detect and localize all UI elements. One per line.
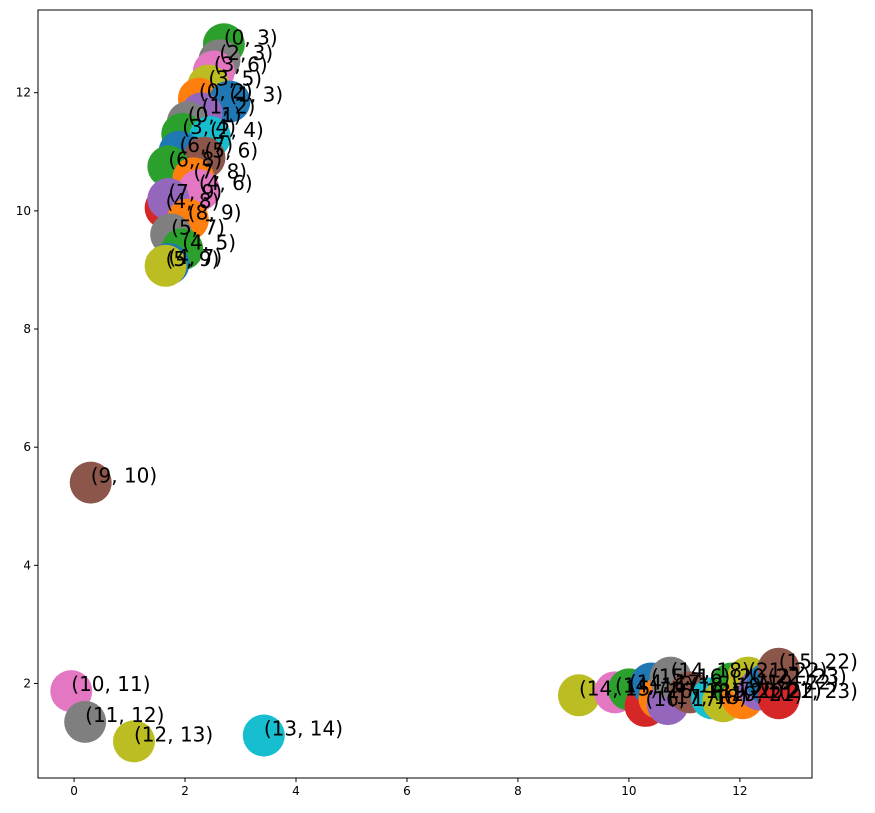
point-25	[112, 720, 155, 763]
point-label-8: (3, 4)	[182, 115, 236, 139]
point-label-42: (22, 23)	[768, 664, 847, 688]
point-label-17: (8, 9)	[188, 201, 242, 225]
point-label-40: (21, 22)	[748, 659, 827, 683]
point-label-14: (4, 6)	[199, 171, 253, 195]
y-tick-label-2: 6	[23, 440, 31, 454]
y-axis: 2 4 6 8 10 12	[16, 86, 38, 690]
x-tick-label-0: 0	[70, 784, 78, 798]
y-tick-label-0: 2	[23, 676, 31, 690]
point-label-16: (7, 9)	[168, 180, 222, 204]
point-label-4: (0, 2)	[199, 80, 253, 104]
point-label-41: (19, 22)	[759, 670, 838, 694]
point-label-44: (15, 22)	[779, 650, 858, 674]
point-label-21: (5, 9)	[166, 247, 220, 271]
point-label-27: (14, 15)	[579, 676, 658, 700]
point-label-19: (4, 5)	[182, 230, 236, 254]
point-label-39: (20, 22)	[743, 679, 822, 703]
point-label-9: (2, 4)	[210, 118, 264, 142]
y-tick-label-5: 12	[16, 86, 31, 100]
point-label-32: (16, 18)	[659, 679, 738, 703]
point-label-28: (14, 16)	[615, 673, 694, 697]
point-label-25: (12, 13)	[134, 722, 213, 746]
point-label-43: (21, 23)	[779, 679, 858, 703]
point-label-36: (19, 20)	[712, 679, 791, 703]
point-label-18: (5, 7)	[171, 215, 225, 239]
point-label-35: (18, 19)	[690, 673, 769, 697]
point-label-6: (1, 2)	[202, 94, 256, 118]
y-tick-label-4: 10	[16, 204, 31, 218]
y-tick-label-3: 8	[23, 322, 31, 336]
x-tick-label-1: 2	[181, 784, 189, 798]
x-tick-label-5: 10	[621, 784, 636, 798]
point-label-31: (15, 16)	[651, 664, 730, 688]
point-label-37: (19, 21)	[723, 682, 802, 706]
point-label-3: (3, 5)	[208, 67, 262, 91]
point-label-24: (11, 12)	[85, 703, 164, 727]
point-label-33: (17, 18)	[668, 685, 747, 709]
point-26	[242, 714, 285, 757]
x-tick-label-3: 6	[403, 784, 411, 798]
point-label-12: (6, 8)	[168, 148, 222, 172]
plot-frame	[37, 9, 813, 779]
point-label-10: (6, 7)	[179, 133, 233, 157]
x-axis: 0 2 4 6 8 10 12	[70, 778, 748, 798]
point-label-11: (5, 6)	[204, 139, 258, 163]
point-label-26: (13, 14)	[264, 716, 343, 740]
point-label-38: (20, 21)	[732, 664, 811, 688]
y-tick-label-1: 4	[23, 558, 31, 572]
point-label-2: (3, 6)	[214, 52, 268, 76]
point-label-1: (2, 3)	[219, 41, 273, 65]
point-labels-layer: (0, 3)(2, 3)(3, 6)(3, 5)(0, 2)(1, 3)(1, …	[71, 25, 858, 746]
point-label-0: (0, 3)	[224, 25, 278, 49]
x-tick-label-6: 12	[732, 784, 747, 798]
point-label-30: (16, 17)	[646, 687, 725, 711]
point-label-34: (14, 18)	[671, 659, 750, 683]
point-label-23: (10, 11)	[71, 672, 150, 696]
point-24	[64, 700, 107, 743]
x-tick-label-4: 8	[514, 784, 522, 798]
point-27	[557, 674, 600, 717]
point-43	[757, 677, 800, 720]
point-label-22: (9, 10)	[91, 464, 158, 488]
point-22	[69, 461, 112, 504]
point-label-7: (0, 1)	[188, 103, 242, 127]
point-label-29: (14, 17)	[629, 670, 708, 694]
point-21	[144, 244, 187, 287]
points-layer	[50, 23, 800, 763]
point-label-15: (4, 8)	[166, 189, 220, 213]
point-label-13: (7, 8)	[193, 159, 247, 183]
point-label-20: (4, 7)	[168, 245, 222, 269]
x-tick-label-2: 4	[292, 784, 300, 798]
point-label-5: (1, 3)	[229, 83, 283, 107]
point-44	[757, 647, 800, 690]
